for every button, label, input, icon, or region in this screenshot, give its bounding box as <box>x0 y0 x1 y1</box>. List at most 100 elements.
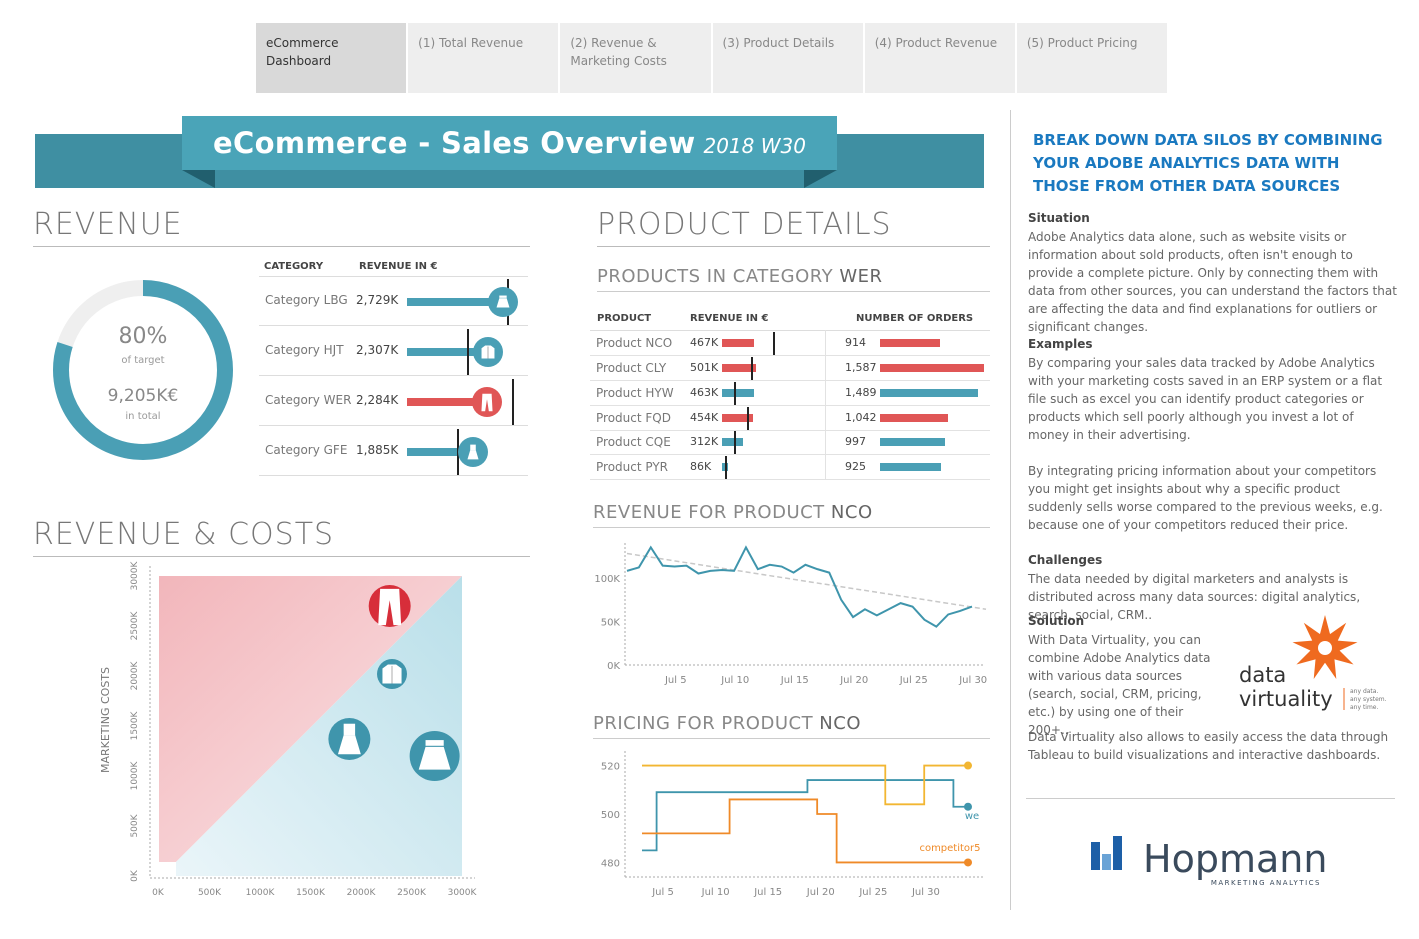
target-marker <box>466 329 469 375</box>
revenue-for-product-title: REVENUE FOR PRODUCT NCO <box>593 502 990 528</box>
scatter-points <box>328 585 460 781</box>
x-tick-label: Jul 5 <box>664 675 687 686</box>
solution-text: With Data Virtuality, you can combine Ad… <box>1028 633 1211 737</box>
price-series-competitor5 <box>642 798 968 864</box>
legend-label-competitor5: competitor5 <box>919 843 980 854</box>
table-row[interactable]: Product FQD 454K 1,042 <box>590 406 990 431</box>
table-row[interactable]: Category HJT 2,307K <box>259 327 528 376</box>
data-virtuality-logo[interactable]: data virtuality any data. any system. an… <box>1236 615 1396 715</box>
skirt-icon <box>418 740 451 770</box>
tab-total-revenue[interactable]: (1) Total Revenue <box>408 23 559 93</box>
product-revenue-bar <box>722 438 744 446</box>
revenue-table-rule <box>259 276 528 277</box>
dress-icon <box>457 437 488 467</box>
pricing-for-product-title: PRICING FOR PRODUCT NCO <box>593 713 990 739</box>
banner-fold-left <box>182 170 215 188</box>
revenue-line-chart: 0K 50K 100K Jul 5 Jul 10 Jul 15 Jul 20 J… <box>594 543 987 686</box>
product-orders: 1,489 <box>845 386 877 399</box>
revenue-col-category: CATEGORY <box>264 261 324 272</box>
x-tick-labels: 0K 500K 1000K 1500K 2000K 2500K 3000K <box>152 888 477 898</box>
scatter-point[interactable] <box>328 718 371 760</box>
table-row[interactable]: Product CLY 501K 1,587 <box>590 356 990 381</box>
situation-text: Adobe Analytics data alone, such as webs… <box>1028 230 1397 334</box>
subtitle-product: NCO <box>819 713 861 734</box>
product-orders: 925 <box>845 460 866 473</box>
donut-percent-label: of target <box>121 355 164 366</box>
tab-product-revenue[interactable]: (4) Product Revenue <box>864 23 1015 93</box>
revenue-costs-chart: MARKETING COSTS 0K 500K 1000K 1500K 2000… <box>99 561 477 898</box>
dress-icon <box>337 723 361 755</box>
revenue-trend-line <box>626 552 987 610</box>
challenges-title: Challenges <box>1028 553 1103 567</box>
product-orders: 1,587 <box>845 361 877 374</box>
y-tick-label: 500K <box>130 813 140 837</box>
scatter-point[interactable] <box>377 659 408 689</box>
y-tick-label: 0K <box>130 869 140 882</box>
tab-product-pricing[interactable]: (5) Product Pricing <box>1016 23 1168 93</box>
right-panel-headline: BREAK DOWN DATA SILOS BY COMBINING YOUR … <box>1033 131 1383 195</box>
hopmann-name: Hopmann <box>1143 837 1327 881</box>
dress-icon-glyph <box>467 444 479 460</box>
page-title: eCommerce - Sales Overview <box>213 126 696 160</box>
revenue-section-title: REVENUE <box>33 207 530 247</box>
table-row[interactable]: Category WER 2,284K <box>259 377 528 426</box>
category-revenue: 2,284K <box>356 393 399 407</box>
product-target-marker <box>724 456 727 479</box>
examples-text-1: By comparing your sales data tracked by … <box>1028 356 1383 442</box>
product-revenue-bar <box>722 364 757 372</box>
product-details-section-title: PRODUCT DETAILS <box>597 207 990 247</box>
revenue-series-line <box>626 545 973 628</box>
product-revenue: 454K <box>690 411 719 424</box>
x-tick-label: 2500K <box>397 888 427 898</box>
trousers-icon-glyph <box>481 393 493 412</box>
table-row[interactable]: Category LBG 2,729K <box>259 277 528 326</box>
tab-product-details[interactable]: (3) Product Details <box>712 23 863 93</box>
revenue-col-revenue: REVENUE IN € <box>359 261 438 272</box>
y-tick-label: 480 <box>601 858 620 869</box>
product-name: Product HYW <box>596 386 674 400</box>
legend-label-we: we <box>965 811 979 822</box>
product-col-revenue: REVENUE IN € <box>690 313 769 324</box>
y-tick-labels: 0K 500K 1000K 1500K 2000K 2500K 3000K <box>130 561 140 882</box>
category-revenue: 1,885K <box>356 443 399 457</box>
efficient-region <box>176 576 462 876</box>
product-orders-bar <box>880 463 941 471</box>
banner-fold-right <box>804 170 837 188</box>
table-row[interactable]: Product PYR 86K 925 <box>590 455 990 480</box>
x-tick-label: Jul 5 <box>651 887 674 898</box>
x-tick-label: Jul 30 <box>911 887 940 898</box>
x-tick-label: Jul 25 <box>899 675 928 686</box>
examples-title: Examples <box>1028 337 1093 351</box>
donut-total: 9,205K€ <box>108 386 179 406</box>
price-series-competitor2 <box>642 764 968 806</box>
category-revenue: 2,307K <box>356 343 399 357</box>
x-tick-label: 2000K <box>347 888 377 898</box>
dv-logo-word-2: virtuality <box>1239 687 1333 711</box>
y-tick-labels: 480 500 520 <box>601 762 620 870</box>
x-tick-label: Jul 10 <box>720 675 749 686</box>
skirt-icon-glyph <box>496 295 509 308</box>
product-col-orders: NUMBER OF ORDERS <box>856 313 974 324</box>
y-tick-label: 500 <box>601 810 620 821</box>
tab-ecommerce-dashboard[interactable]: eCommerce Dashboard <box>256 23 407 93</box>
challenges-text: The data needed by digital marketers and… <box>1028 572 1361 622</box>
skirt-icon <box>487 287 518 317</box>
price-series-we <box>642 779 968 852</box>
table-row[interactable]: Category GFE 1,885K <box>259 427 528 476</box>
price-endpoint-competitor5 <box>964 858 972 867</box>
tab-revenue-marketing-costs[interactable]: (2) Revenue & Marketing Costs <box>560 23 711 93</box>
scatter-point[interactable] <box>409 731 460 781</box>
table-row[interactable]: Product HYW 463K 1,489 <box>590 381 990 406</box>
product-target-marker <box>734 431 737 454</box>
dv-tagline: any system. <box>1350 696 1387 703</box>
scatter-point[interactable] <box>368 585 411 627</box>
y-tick-label: 520 <box>601 762 620 773</box>
table-row[interactable]: Product NCO 467K 914 <box>590 331 990 356</box>
product-orders-bar <box>880 364 984 372</box>
hopmann-logo[interactable]: Hopmann MARKETING ANALYTICS <box>1088 832 1338 892</box>
product-target-marker <box>773 332 776 355</box>
table-row[interactable]: Product CQE 312K 997 <box>590 430 990 455</box>
subtitle-prefix: REVENUE FOR PRODUCT <box>593 502 831 523</box>
category-name: Category WER <box>265 393 352 407</box>
product-name: Product CQE <box>596 435 671 449</box>
